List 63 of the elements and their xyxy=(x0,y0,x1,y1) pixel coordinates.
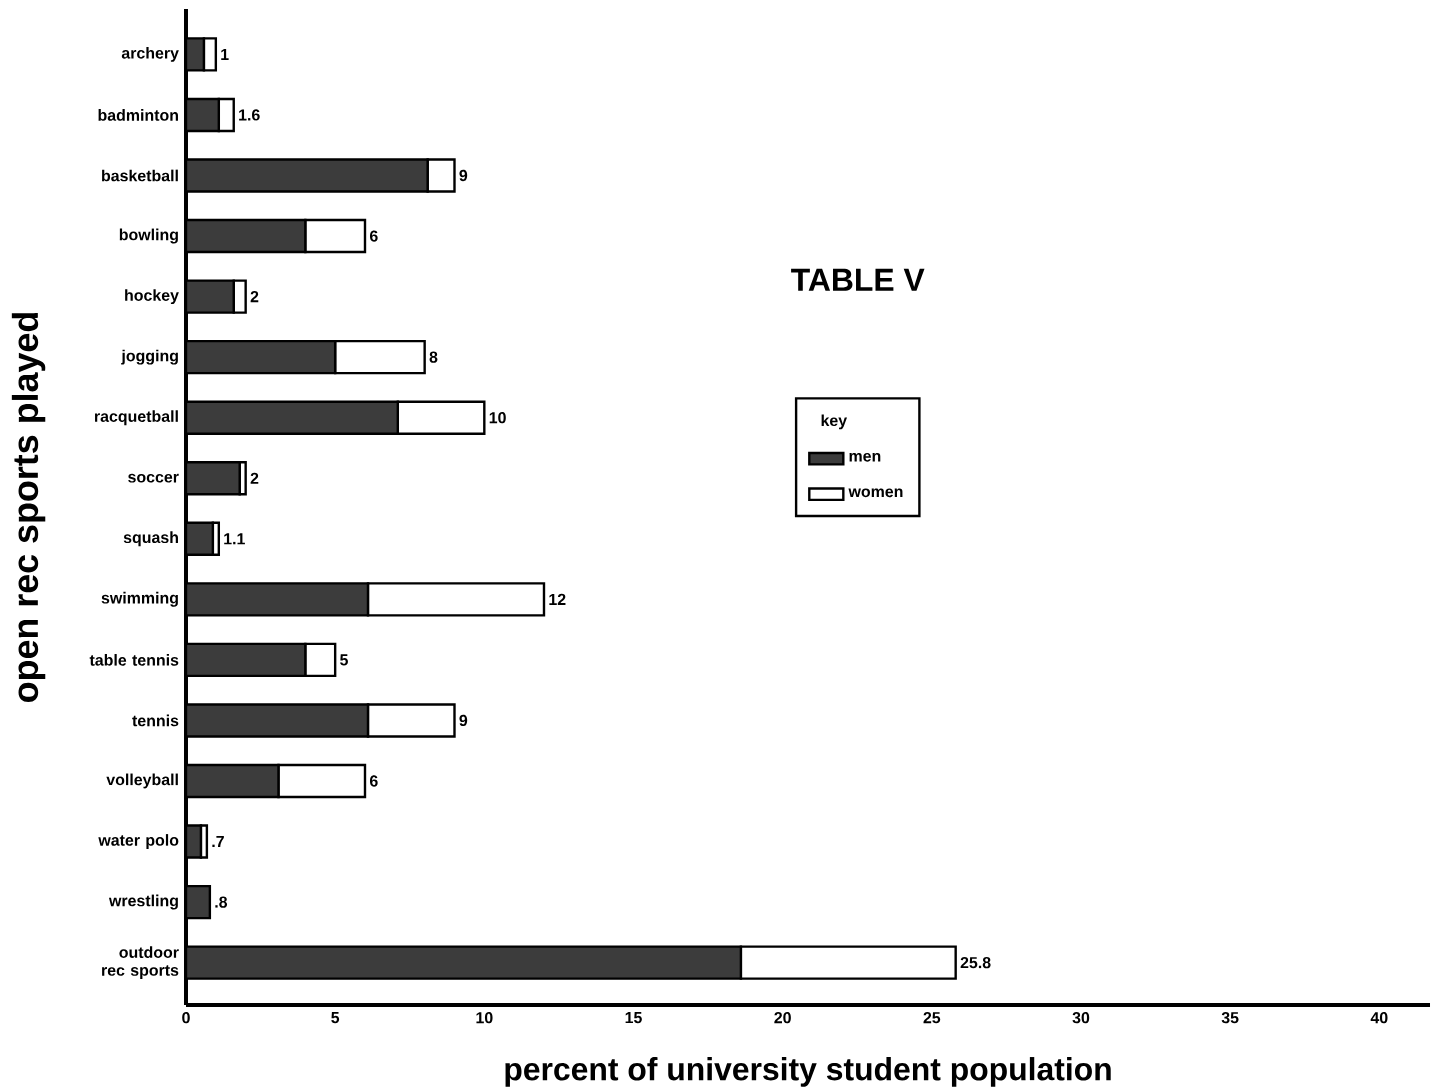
total-label: 1.1 xyxy=(224,533,245,545)
x-tick-label: 30 xyxy=(1072,1012,1090,1024)
y-tick-label: racquetball xyxy=(94,410,178,426)
y-tick-label: water polo xyxy=(98,834,179,849)
x-tick-label: 40 xyxy=(1370,1012,1388,1024)
y-tick-label: outdoor rec sports xyxy=(102,946,179,980)
bar xyxy=(186,400,400,435)
y-tick-label: bowling xyxy=(119,228,178,244)
total-label: 8 xyxy=(429,351,438,363)
x-tick-label: 0 xyxy=(182,1012,190,1024)
y-tick-label: volleyball xyxy=(106,773,178,789)
legend-label: women xyxy=(848,488,903,498)
total-label: 1.6 xyxy=(239,109,260,121)
x-tick-label: 5 xyxy=(331,1012,340,1024)
bar xyxy=(186,582,370,617)
bar xyxy=(426,158,456,193)
y-tick-label: swimming xyxy=(101,591,178,607)
x-axis-title: percent of university student population xyxy=(505,1057,1111,1087)
bar xyxy=(186,218,307,254)
y-tick-label: wrestling xyxy=(108,894,178,910)
bar xyxy=(186,339,337,375)
y-tick-label: badminton xyxy=(98,109,178,121)
bar xyxy=(396,400,486,435)
y-tick-label: squash xyxy=(123,531,178,547)
total-label: 12 xyxy=(549,593,566,605)
bar xyxy=(304,218,367,254)
total-label: 2 xyxy=(250,472,259,484)
x-tick-label: 35 xyxy=(1221,1012,1239,1024)
total-label: 10 xyxy=(489,412,506,424)
total-label: .8 xyxy=(215,896,228,908)
y-tick-label: basketball xyxy=(102,169,178,182)
y-tick-label: soccer xyxy=(128,473,179,483)
bar xyxy=(333,339,426,375)
total-label: 6 xyxy=(369,230,378,242)
y-tick-label: hockey xyxy=(125,289,179,305)
x-tick-label: 20 xyxy=(774,1012,791,1024)
y-tick-label: jogging xyxy=(121,349,178,365)
y-tick-label: table tennis xyxy=(89,654,179,666)
y-axis-title: open rec sports played xyxy=(11,313,46,702)
legend-label: men xyxy=(849,452,881,462)
total-label: 5 xyxy=(340,654,348,666)
x-tick-label: 15 xyxy=(625,1012,642,1024)
y-tick-label: tennis xyxy=(132,714,179,727)
total-label: 1 xyxy=(221,48,229,60)
total-label: 25.8 xyxy=(960,956,991,969)
total-label: .7 xyxy=(212,836,224,848)
total-label: 9 xyxy=(459,714,468,727)
bar xyxy=(186,945,743,980)
y-tick-label: archery xyxy=(121,46,179,62)
bar xyxy=(186,642,307,678)
bar xyxy=(186,703,370,738)
text: TABLE V xyxy=(791,268,925,291)
bar xyxy=(366,582,546,617)
bar xyxy=(366,703,456,738)
total-label: 2 xyxy=(250,291,259,303)
bar xyxy=(186,158,429,193)
legend-title: key xyxy=(821,414,848,430)
x-tick-label: 10 xyxy=(476,1012,493,1024)
bar xyxy=(186,763,280,799)
total-label: 9 xyxy=(459,169,468,182)
x-tick-label: 25 xyxy=(923,1012,941,1024)
total-label: 6 xyxy=(369,775,378,787)
bar xyxy=(277,763,367,799)
